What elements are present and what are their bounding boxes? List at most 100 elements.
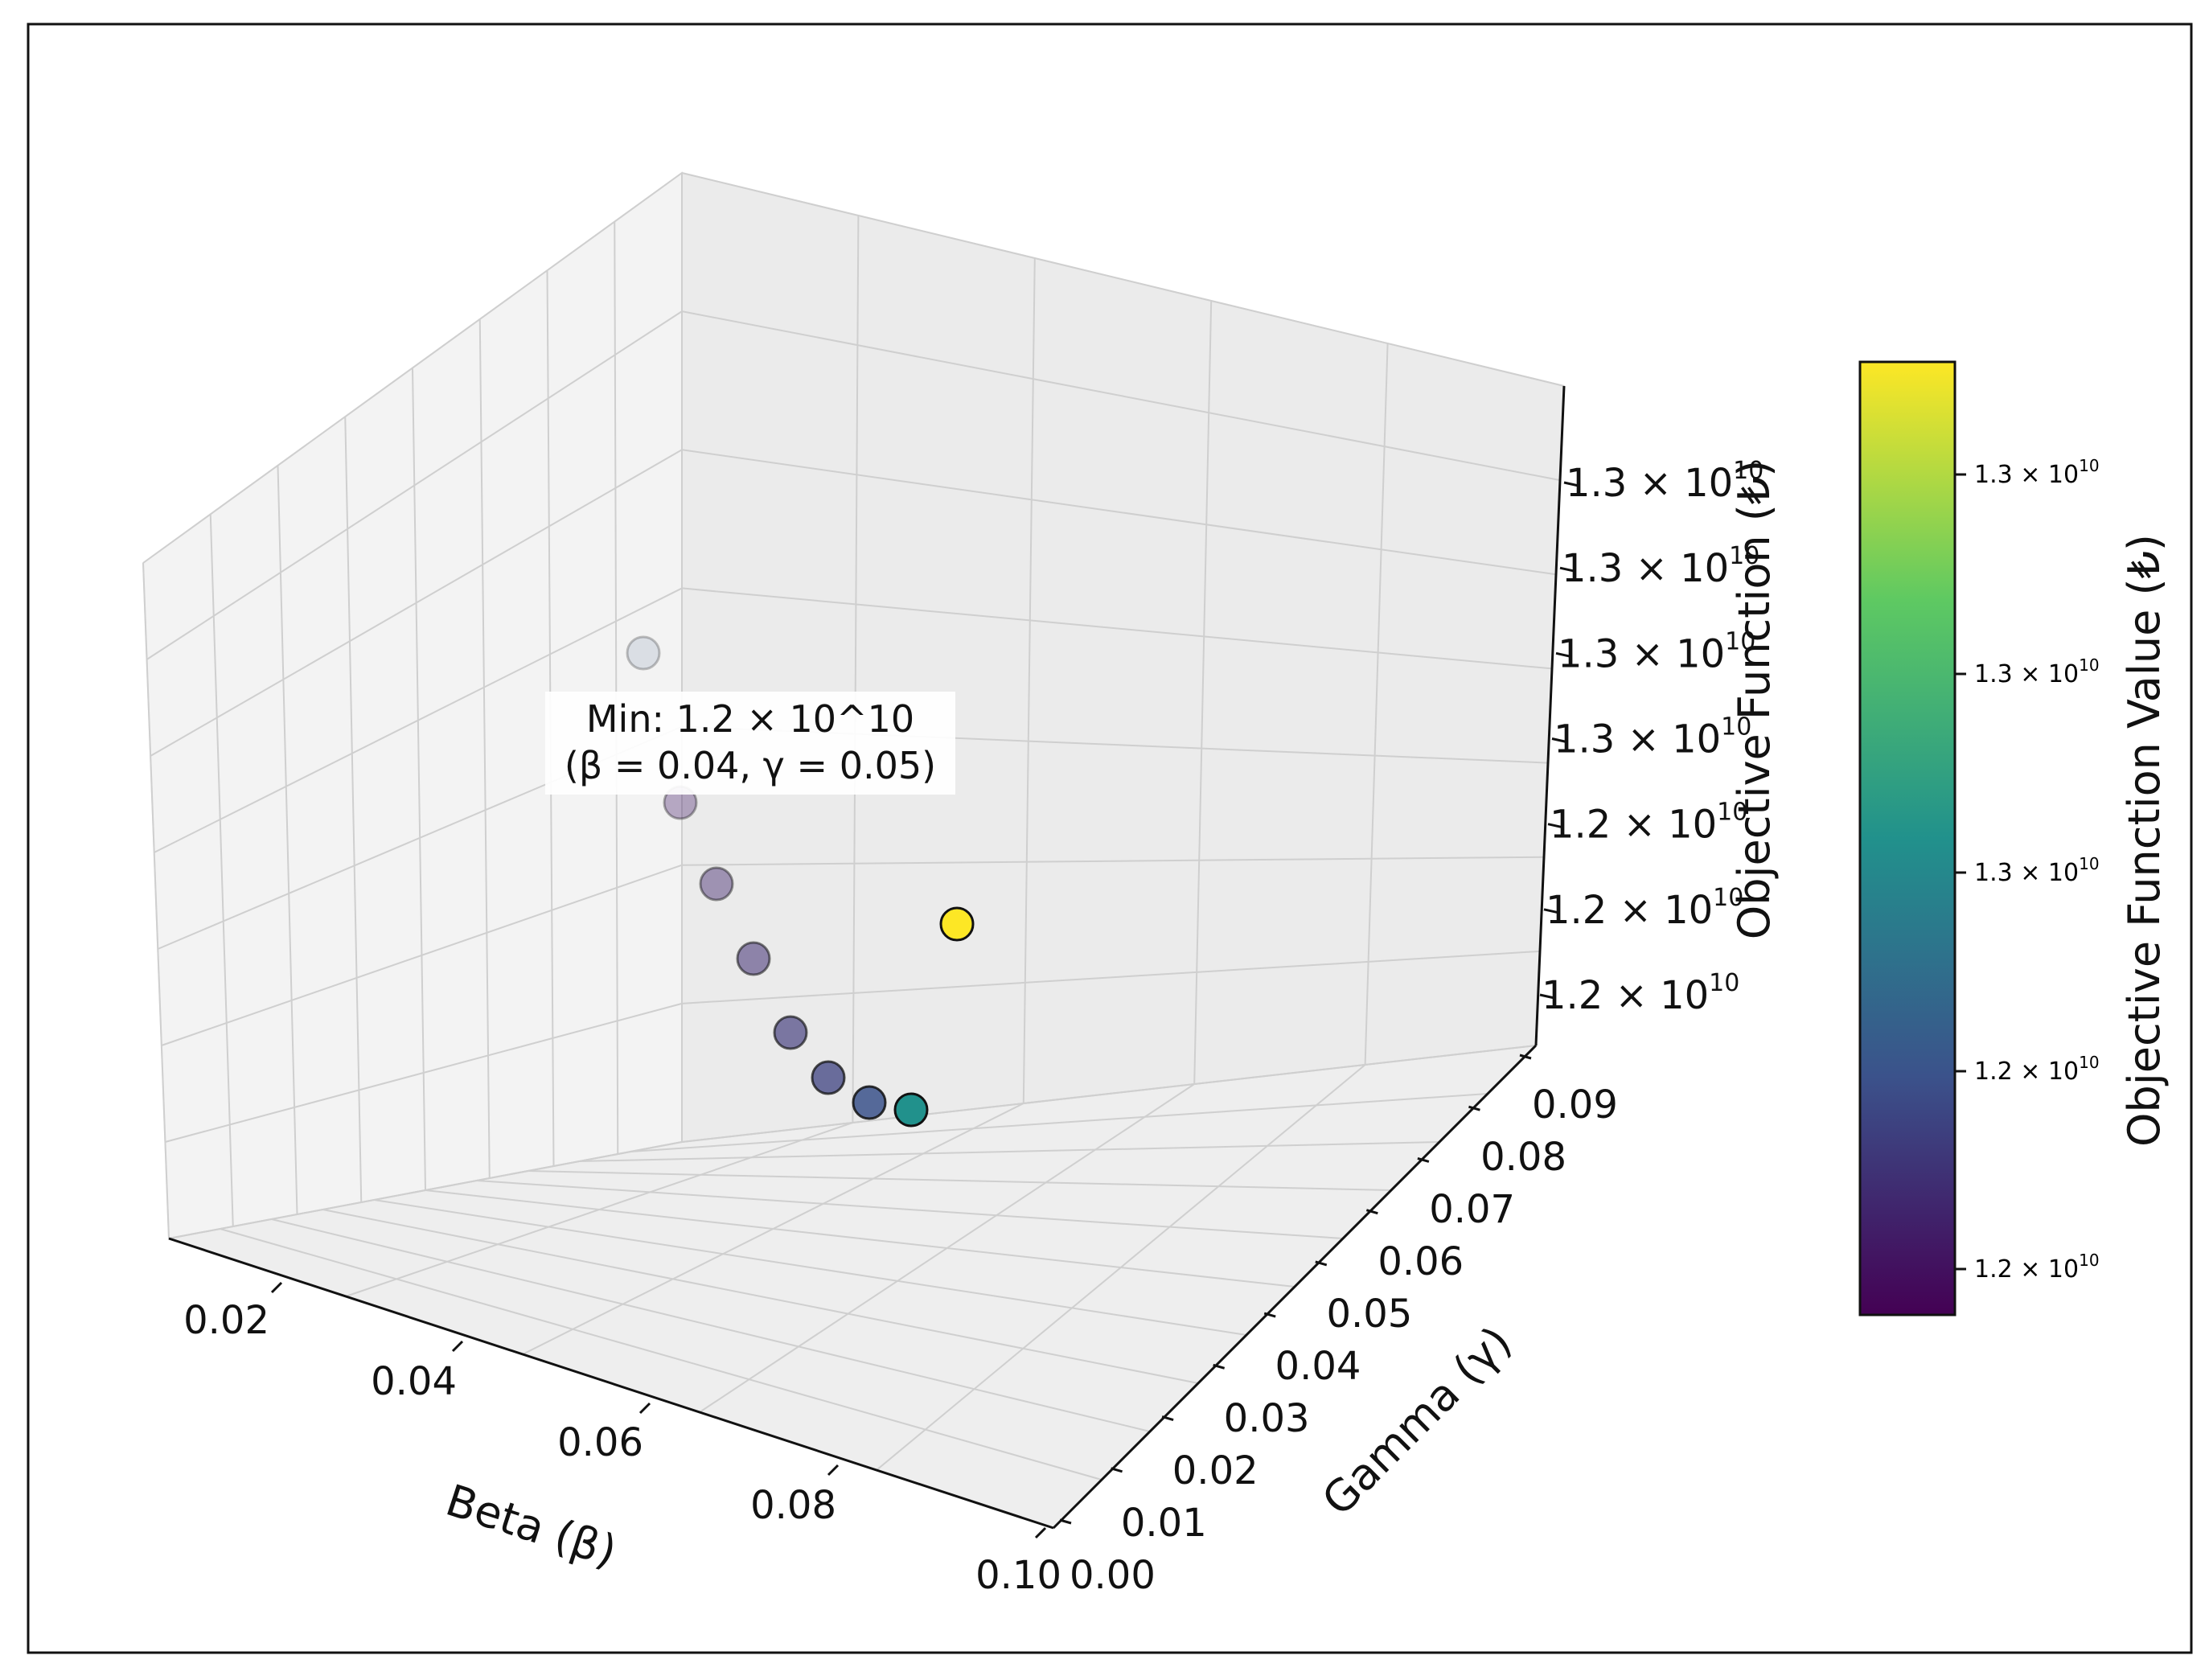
y-tick-label: 0.04 [1275,1344,1361,1389]
y-tick-mark [1213,1363,1226,1370]
x-tick-label: 0.04 [371,1359,457,1404]
grid-line [528,1170,1392,1191]
grid-line [1364,343,1389,1066]
data-point [626,635,661,671]
z-tick-label: 1.3 × 1010 [1558,627,1755,676]
grid-line [209,514,234,1227]
annotation-line2: (β = 0.04, γ = 0.05) [565,744,936,787]
grid-line [271,1218,1151,1432]
x-tick-mark [827,1464,840,1477]
x-tick-label: 0.10 [975,1553,1061,1598]
colorbar-ticks: 1.2 × 1010 1.2 × 1010 1.3 × 1010 1.3 × 1010… [1955,456,2100,1284]
grid-line [681,587,1553,670]
y-tick-label: 0.01 [1121,1501,1207,1546]
x-tick-label: 0.08 [750,1483,836,1528]
z-tick-label: 1.3 × 1010 [1562,542,1759,591]
axis-ticks: 0.02 0.04 0.06 0.08 0.10 0.00 0.01 0.02 0.03 0.04… [183,457,1764,1598]
y-tick-mark [1417,1157,1430,1163]
grid-line [150,449,683,757]
grid-line [154,587,683,853]
y-tick-label: 0.02 [1172,1448,1258,1493]
annotation-box [545,692,955,795]
z-tick-mark [1547,823,1563,829]
y-tick-mark [1519,1054,1532,1060]
x-axis-label: Beta (β) [440,1475,622,1577]
data-point [736,941,771,976]
z-tick-label: 1.2 × 1010 [1546,884,1743,933]
z-tick-mark [1555,651,1571,658]
y-tick-label: 0.05 [1326,1292,1412,1337]
colorbar-tick-label: 1.3 × 1010 [1974,456,2100,489]
x-tick-mark [1034,1526,1047,1539]
y-tick-mark [1111,1467,1123,1473]
grid-line [681,1045,1537,1143]
grid-line [412,368,426,1191]
grid-line [478,318,491,1179]
z-tick-mark [1539,993,1555,1000]
y-tick-label: 0.08 [1480,1135,1566,1180]
grid-line [476,1180,1344,1239]
z-tick-label: 1.3 × 1010 [1554,713,1751,762]
grid-line [146,310,683,660]
grid-line [220,1228,1102,1481]
z-axis-label: Objective Function (₺) [1729,460,1780,940]
y-tick-label: 0.07 [1429,1187,1515,1232]
grid-line [1193,300,1213,1085]
grid-line [579,1141,1440,1162]
grid-line [681,310,1561,482]
colorbar-tick-label: 1.2 × 1010 [1974,1053,2100,1086]
y-tick-label: 0.00 [1070,1553,1156,1598]
y-tick-mark [1468,1105,1480,1111]
grid-line [344,417,363,1203]
min-annotation: Min: 1.2 × 10^10 (β = 0.04, γ = 0.05) [545,692,955,795]
data-point [699,866,734,902]
x-tick-label: 0.06 [557,1420,643,1465]
grid-line [277,465,298,1215]
grid-line [1022,257,1036,1104]
colorbar-label: Objective Function Value (₺) [2119,534,2170,1147]
colorbar [1858,360,1956,1316]
data-points [626,635,975,1128]
grid-line [681,449,1557,576]
y-tick-mark [1059,1518,1072,1525]
data-point [939,906,975,942]
data-point [852,1085,887,1120]
y-axis-line [1052,1044,1538,1530]
grid-line [614,221,619,1155]
x-tick-label: 0.02 [183,1298,269,1343]
outer-frame [27,23,2193,1654]
z-tick-mark [1543,908,1559,914]
z-tick-mark [1559,566,1575,573]
grid-line [165,1002,683,1143]
x-tick-mark [451,1340,464,1353]
y-tick-label: 0.09 [1532,1082,1618,1128]
z-axis-line [1534,385,1566,1046]
grid-line [630,1093,1488,1152]
grid-line [681,856,1545,866]
z-tick-label: 1.3 × 1010 [1566,457,1764,506]
y-tick-mark [1365,1209,1378,1215]
colorbar-tick-label: 1.2 × 1010 [1974,1251,2100,1284]
grid-line [142,562,170,1239]
grid-line [322,1209,1199,1384]
data-point [773,1015,808,1050]
colorbar-tick-label: 1.3 × 1010 [1974,854,2100,887]
annotation-line1: Min: 1.2 × 10^10 [586,697,914,741]
y-tick-label: 0.03 [1224,1396,1310,1441]
z-tick-label: 1.2 × 1010 [1550,799,1747,848]
z-tick-label: 1.2 × 1010 [1542,969,1739,1018]
y-tick-mark [1161,1415,1174,1421]
grid-line [161,864,683,1046]
z-tick-mark [1563,481,1579,487]
colorbar-tick-label: 1.3 × 1010 [1974,655,2100,688]
grid-line [852,215,860,1123]
grid-line [374,1199,1247,1336]
data-point [811,1060,846,1095]
grid-line [142,172,683,564]
x-tick-mark [270,1281,283,1294]
x-tick-mark [638,1402,651,1415]
y-tick-mark [1315,1260,1328,1267]
y-tick-mark [1263,1312,1276,1318]
grid-line [681,172,1565,387]
